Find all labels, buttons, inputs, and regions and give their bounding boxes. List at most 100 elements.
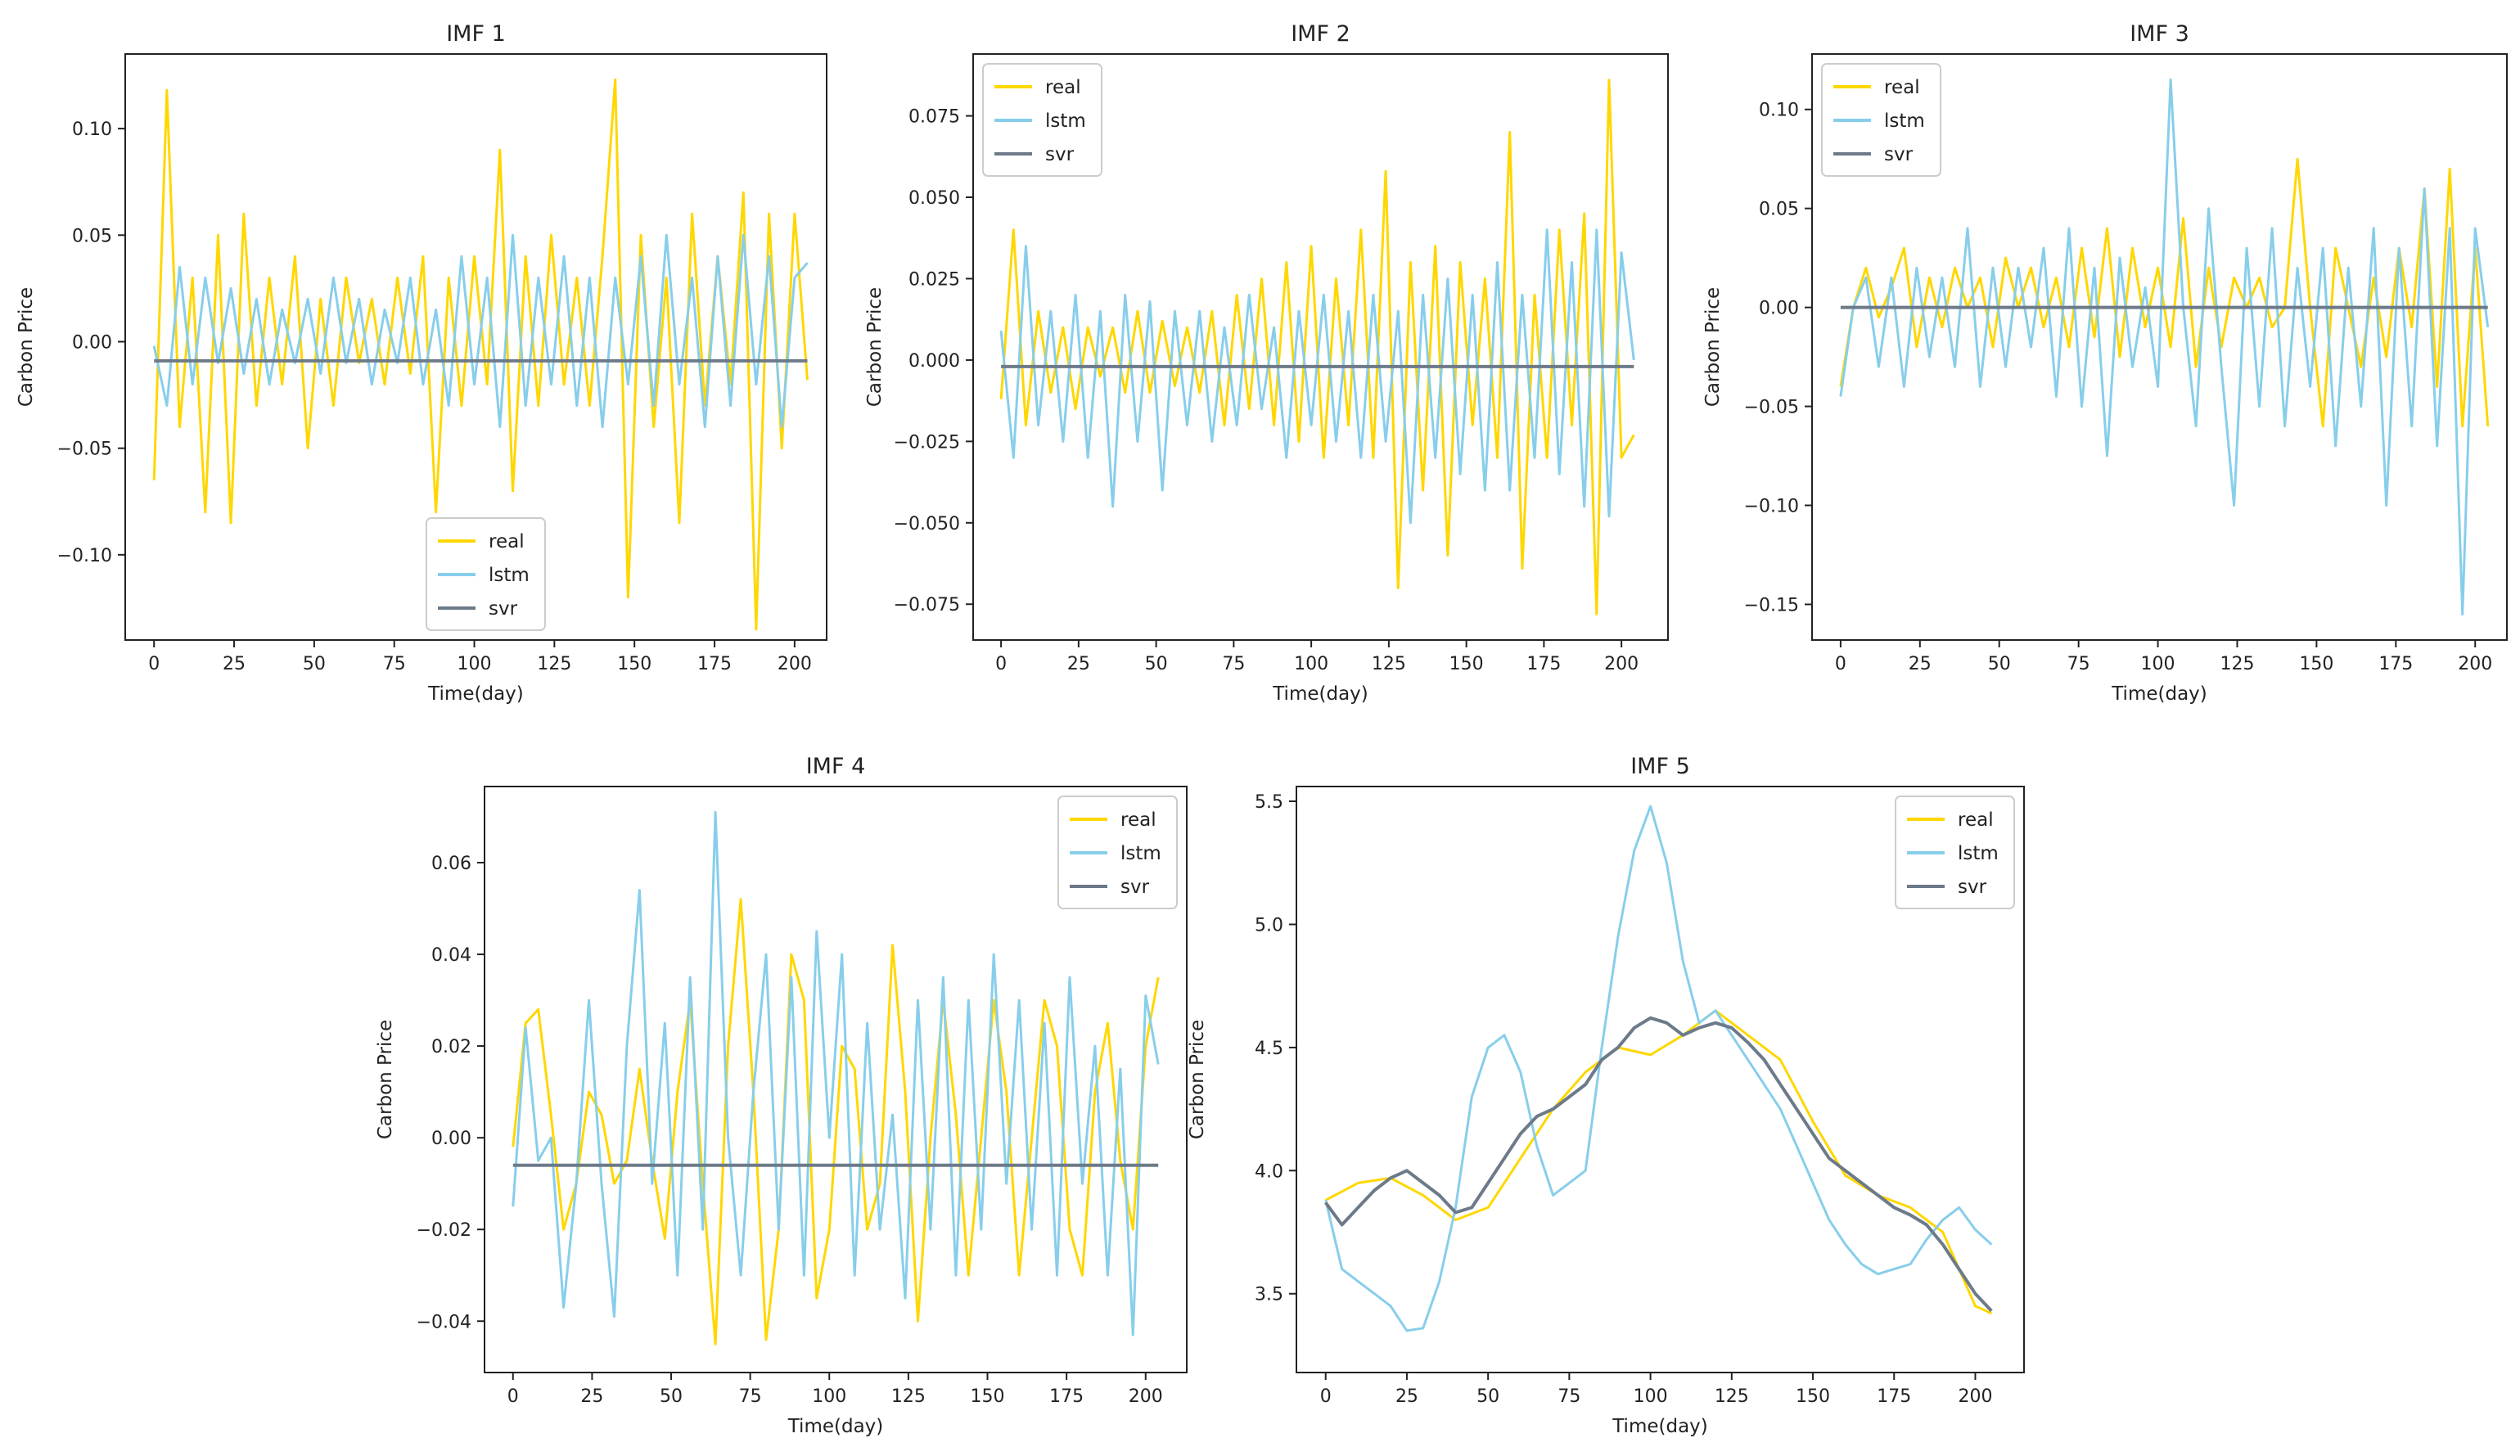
x-tick-label: 200	[1958, 1386, 1992, 1407]
y-tick-label: 5.5	[1255, 792, 1283, 813]
x-tick-label: 0	[1320, 1386, 1332, 1407]
chart-panel-5: IMF 5 0 25 50 75 100 125 150 175 200 3.5 4.0 4.5 5.0 5…	[1187, 754, 2025, 1437]
y-tick-label: −0.05	[57, 440, 112, 460]
x-tick-label: 50	[1476, 1386, 1499, 1407]
y-tick-label: 3.5	[1255, 1285, 1283, 1305]
series-line-lstm	[1324, 805, 1993, 1332]
x-tick-label: 0	[995, 654, 1007, 674]
x-tick-label: 25	[1909, 654, 1932, 674]
x-tick-label: 0	[1835, 654, 1846, 674]
x-tick-label: 25	[223, 654, 246, 674]
plot-frame	[1811, 53, 2508, 641]
y-tick-label: −0.10	[57, 546, 112, 566]
x-tick-label: 150	[1796, 1386, 1830, 1407]
y-axis-label: Carbon Price	[16, 287, 37, 407]
y-tick-label: 0.00	[1759, 299, 1799, 319]
x-tick-label: 125	[1372, 654, 1406, 674]
y-tick-label: −0.15	[1744, 595, 1799, 615]
x-tick-label: 200	[1129, 1386, 1163, 1407]
legend-label-real: real	[1120, 809, 1156, 831]
y-axis-label: Carbon Price	[1187, 1020, 1208, 1139]
x-axis-label: Time(day)	[427, 683, 524, 705]
x-tick-label: 0	[148, 654, 160, 674]
x-tick-label: 0	[507, 1386, 519, 1407]
y-tick-label: 0.025	[908, 269, 960, 290]
legend-box	[1895, 796, 2015, 909]
chart-title: IMF 3	[2130, 21, 2189, 47]
legend: real lstm svr	[1895, 796, 2015, 909]
legend-label-real: real	[489, 531, 525, 552]
legend-label-svr: svr	[1958, 877, 1987, 898]
y-tick-label: 4.5	[1255, 1039, 1283, 1059]
y-tick-label: −0.025	[894, 432, 960, 453]
x-tick-label: 50	[660, 1386, 683, 1407]
x-tick-label: 150	[1449, 654, 1484, 674]
x-tick-label: 175	[1049, 1386, 1084, 1407]
y-tick-label: 0.000	[908, 351, 960, 372]
y-tick-label: 0.075	[908, 107, 960, 128]
x-tick-label: 150	[617, 654, 651, 674]
x-tick-label: 50	[303, 654, 326, 674]
legend: real lstm svr	[426, 517, 546, 631]
plot-frame	[972, 53, 1669, 641]
x-tick-label: 125	[1715, 1386, 1749, 1407]
series-line-lstm	[999, 228, 1635, 525]
x-tick-label: 50	[1988, 654, 2011, 674]
y-tick-label: −0.075	[894, 595, 960, 615]
y-tick-label: −0.04	[417, 1312, 471, 1332]
x-tick-label: 75	[1558, 1386, 1580, 1407]
series-line-lstm	[1839, 78, 2490, 616]
x-tick-label: 150	[971, 1386, 1005, 1407]
plot-frame	[124, 53, 827, 641]
x-axis-label: Time(day)	[2111, 683, 2207, 705]
series-line-lstm	[512, 810, 1160, 1337]
x-tick-label: 25	[580, 1386, 603, 1407]
y-axis-label: Carbon Price	[375, 1020, 396, 1139]
legend-label-svr: svr	[1045, 144, 1075, 165]
x-tick-label: 100	[1294, 654, 1328, 674]
y-tick-label: −0.10	[1744, 497, 1799, 517]
chart-title: IMF 4	[806, 754, 866, 779]
y-tick-label: −0.050	[894, 514, 960, 534]
x-tick-label: 100	[1634, 1386, 1668, 1407]
x-tick-label: 100	[2141, 654, 2175, 674]
x-tick-label: 125	[2220, 654, 2254, 674]
x-tick-label: 125	[891, 1386, 926, 1407]
y-tick-label: 0.050	[908, 188, 960, 209]
chart-panel-3: IMF 3 0 25 50 75 100 125 150 175 200 −0.15 −0.10 −0.…	[1702, 21, 2508, 705]
x-tick-label: 25	[1067, 654, 1090, 674]
x-tick-label: 175	[697, 654, 732, 674]
x-tick-label: 200	[2458, 654, 2492, 674]
x-tick-label: 175	[2378, 654, 2413, 674]
y-tick-label: 0.04	[431, 945, 471, 966]
legend-box	[426, 517, 546, 631]
x-axis-label: Time(day)	[1612, 1416, 1708, 1437]
legend-label-real: real	[1045, 77, 1081, 98]
series-line-real	[1324, 1009, 1992, 1315]
x-tick-label: 175	[1877, 1386, 1911, 1407]
chart-panel-4: IMF 4 0 25 50 75 100 125 150 175 200 −0.04 −0.02 0.0…	[375, 754, 1188, 1437]
legend-label-lstm: lstm	[1958, 843, 1999, 864]
legend-label-svr: svr	[1884, 144, 1914, 165]
y-tick-label: −0.05	[1744, 398, 1799, 418]
x-tick-label: 50	[1145, 654, 1168, 674]
chart-title: IMF 5	[1630, 754, 1690, 779]
x-tick-label: 75	[1222, 654, 1245, 674]
series-line-real	[1839, 157, 2490, 428]
chart-title: IMF 1	[446, 21, 506, 47]
x-tick-label: 100	[458, 654, 492, 674]
legend-label-lstm: lstm	[1884, 110, 1925, 132]
x-tick-label: 75	[2067, 654, 2090, 674]
series-line-svr	[1324, 1016, 1993, 1313]
y-tick-label: 4.0	[1255, 1161, 1283, 1182]
y-tick-label: 0.05	[72, 226, 112, 246]
y-tick-label: 0.00	[431, 1129, 471, 1149]
y-tick-label: 0.10	[1759, 101, 1799, 121]
plot-frame	[1296, 786, 2025, 1373]
x-tick-label: 25	[1395, 1386, 1418, 1407]
chart-panel-2: IMF 2 0 25 50 75 100 125 150 175 200 −0.075 −0.050 −…	[864, 21, 1669, 705]
x-tick-label: 200	[1604, 654, 1639, 674]
x-tick-label: 75	[383, 654, 406, 674]
plot-frame	[484, 786, 1188, 1373]
